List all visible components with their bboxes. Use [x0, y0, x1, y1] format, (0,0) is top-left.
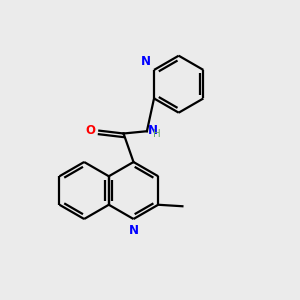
Text: N: N	[128, 224, 139, 237]
Text: O: O	[86, 124, 96, 137]
Text: N: N	[140, 55, 150, 68]
Text: N: N	[148, 124, 158, 137]
Text: H: H	[154, 129, 161, 139]
